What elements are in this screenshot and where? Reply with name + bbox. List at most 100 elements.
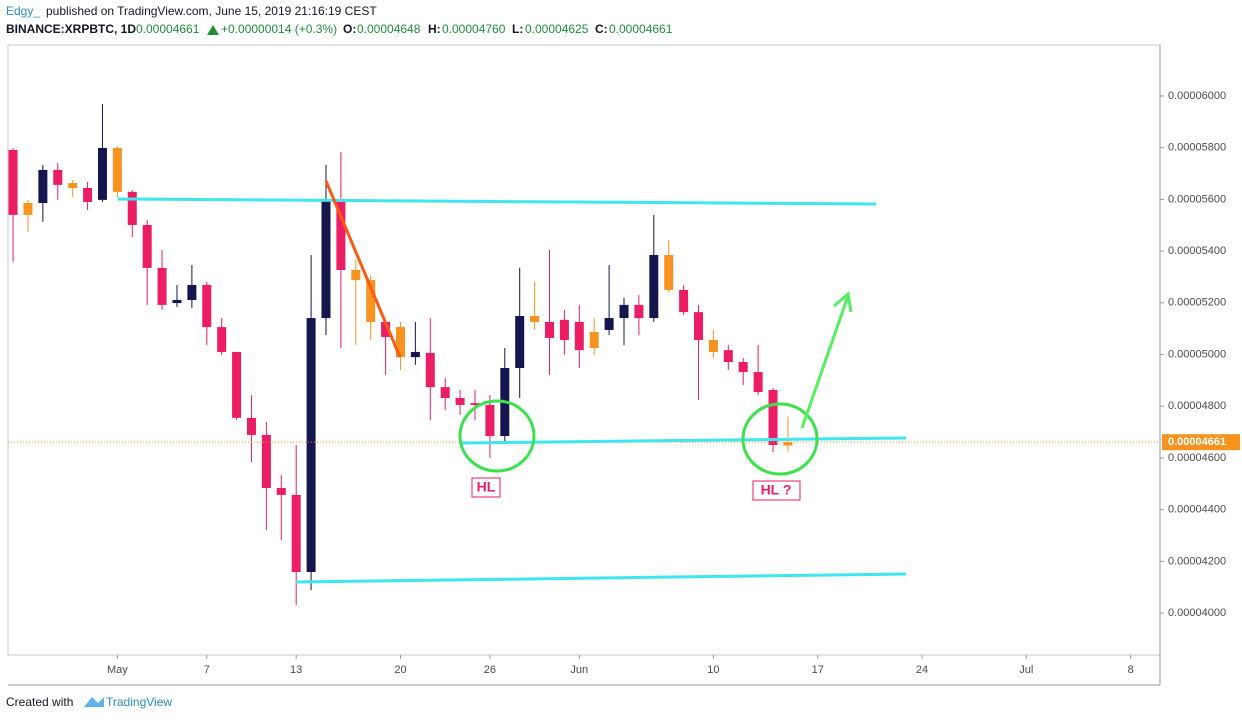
candle-body bbox=[559, 319, 569, 341]
candle-body bbox=[589, 332, 599, 349]
candle-body bbox=[619, 304, 629, 319]
candle-body bbox=[783, 442, 793, 446]
l: 0.00004625 bbox=[525, 22, 589, 36]
footer-brand: TradingView bbox=[106, 695, 172, 709]
o-label: O: bbox=[343, 22, 356, 36]
candle-body bbox=[291, 494, 301, 572]
candle-body bbox=[202, 284, 212, 328]
candle-body bbox=[515, 315, 525, 368]
y-tick-label: 0.00005000 bbox=[1168, 348, 1226, 360]
candle-body bbox=[68, 183, 78, 188]
candle-body bbox=[23, 202, 33, 215]
l-label: L: bbox=[512, 22, 523, 36]
candle-body bbox=[425, 352, 435, 388]
y-tick-label: 0.00005800 bbox=[1168, 142, 1226, 154]
candle-body bbox=[112, 147, 122, 192]
last-price-box bbox=[1162, 434, 1240, 451]
c: 0.00004661 bbox=[609, 22, 673, 36]
y-tick-label: 0.00004400 bbox=[1168, 504, 1226, 516]
h-label: H: bbox=[428, 22, 441, 36]
candle-body bbox=[723, 350, 733, 363]
candle-body bbox=[768, 389, 778, 446]
y-tick-label: 0.00005600 bbox=[1168, 193, 1226, 205]
candle-body bbox=[246, 417, 256, 435]
candle-body bbox=[738, 362, 748, 373]
annotation: HL ? bbox=[761, 482, 792, 498]
candle-body bbox=[634, 304, 644, 319]
y-tick-label: 0.00004200 bbox=[1168, 555, 1226, 567]
candle-body bbox=[649, 254, 659, 319]
candle-body bbox=[217, 327, 227, 352]
candle-body bbox=[381, 321, 391, 337]
candle-body bbox=[321, 199, 331, 319]
candle-body bbox=[455, 397, 465, 405]
x-tick-label: 26 bbox=[484, 664, 496, 676]
candle-body bbox=[172, 299, 182, 304]
candle-body bbox=[679, 289, 689, 313]
x-tick-label: 10 bbox=[707, 664, 719, 676]
candle-body bbox=[142, 224, 152, 268]
candle-body bbox=[187, 284, 197, 300]
arrow bbox=[800, 291, 853, 429]
x-tick-label: 7 bbox=[204, 664, 210, 676]
x-tick-label: Jun bbox=[570, 664, 588, 676]
x-tick-label: 17 bbox=[812, 664, 824, 676]
candle-body bbox=[708, 340, 718, 352]
candle-body bbox=[38, 169, 48, 203]
x-tick-label: 13 bbox=[290, 664, 302, 676]
candle-body bbox=[83, 187, 93, 202]
candle-body bbox=[470, 403, 480, 405]
marks: 0.00004000 0.00004200 0.00004400 0.00004600… bbox=[8, 90, 1240, 676]
x-tick-label: Jul bbox=[1019, 664, 1033, 676]
candle-body bbox=[440, 387, 450, 398]
author: Edgy_ bbox=[6, 4, 40, 18]
candle-body bbox=[694, 312, 704, 341]
label-box bbox=[471, 477, 501, 498]
y-tick-label: 0.00006000 bbox=[1168, 90, 1226, 102]
h: 0.00004760 bbox=[442, 22, 506, 36]
annotation: HL bbox=[477, 479, 496, 495]
change: +0.00000014 (+0.3%) bbox=[221, 22, 337, 36]
candle-body bbox=[53, 169, 63, 185]
candle-body bbox=[336, 199, 346, 270]
candle-body bbox=[97, 147, 107, 200]
candle-body bbox=[410, 351, 420, 358]
candle-body bbox=[366, 280, 376, 322]
hl-line bbox=[461, 436, 907, 445]
y-tick-label: 0.00004800 bbox=[1168, 400, 1226, 412]
candle-body bbox=[157, 267, 167, 305]
y-tick-label: 0.00004600 bbox=[1168, 452, 1226, 464]
y-tick-label: 0.00004000 bbox=[1168, 607, 1226, 619]
candle-body bbox=[232, 351, 242, 418]
x-tick-label: 8 bbox=[1128, 664, 1134, 676]
candle-body bbox=[8, 149, 18, 215]
candle-body bbox=[306, 318, 316, 572]
support-line bbox=[295, 572, 907, 584]
candle-body bbox=[604, 318, 614, 330]
last-price-label: 0.00004661 bbox=[1168, 436, 1226, 448]
candle-body bbox=[753, 372, 763, 393]
label-box bbox=[752, 480, 801, 501]
up-icon bbox=[207, 25, 219, 35]
candle-body bbox=[545, 321, 555, 338]
candle-body bbox=[664, 254, 674, 290]
candle-body bbox=[351, 269, 361, 281]
candle-body bbox=[261, 434, 271, 488]
x-tick-label: May bbox=[107, 664, 128, 676]
trend-line bbox=[324, 180, 402, 358]
x-tick-label: 24 bbox=[916, 664, 928, 676]
o: 0.00004648 bbox=[357, 22, 421, 36]
candle-body bbox=[127, 191, 137, 225]
symbol: BINANCE:XRPBTC, 1D bbox=[6, 22, 136, 36]
last: 0.00004661 bbox=[136, 22, 200, 36]
candle-body bbox=[395, 327, 405, 358]
circle bbox=[458, 399, 536, 473]
footer-created: Created with bbox=[6, 695, 73, 709]
y-tick-label: 0.00005400 bbox=[1168, 245, 1226, 257]
candle-body bbox=[530, 315, 540, 322]
published: published on TradingView.com, June 15, 2… bbox=[46, 4, 377, 18]
drawings: HL HL ? bbox=[117, 180, 907, 584]
c-label: C: bbox=[595, 22, 608, 36]
